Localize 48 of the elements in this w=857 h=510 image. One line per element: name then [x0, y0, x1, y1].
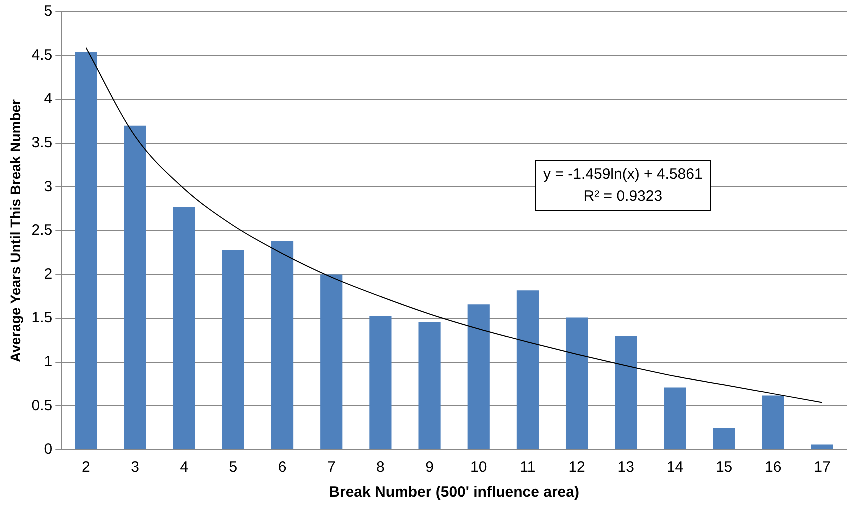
- x-tick-label: 12: [568, 459, 586, 476]
- line-series: [86, 47, 823, 404]
- bar: [173, 207, 196, 450]
- y-tick-label: 4: [44, 90, 53, 108]
- x-tick-label: 8: [376, 459, 385, 476]
- bar: [566, 318, 588, 450]
- y-tick-label: 2: [44, 266, 53, 283]
- bar: [271, 242, 294, 450]
- bar: [516, 290, 539, 450]
- y-tick-label: 1: [44, 354, 53, 371]
- bar: [762, 396, 784, 450]
- annotation: y = -1.459ln(x) + 4.5861: [544, 166, 703, 184]
- bar: [222, 250, 244, 450]
- bar: [370, 316, 392, 450]
- x-tick-label: 10: [470, 459, 488, 476]
- bar: [664, 388, 686, 450]
- bar: [811, 444, 834, 450]
- x-tick-label: 4: [180, 459, 189, 476]
- x-tick-label: 3: [131, 459, 140, 476]
- x-tick-label: 14: [666, 459, 684, 476]
- x-axis-title: Break Number (500' influence area): [329, 484, 580, 502]
- bar: [468, 304, 490, 450]
- y-tick-label: 4.5: [32, 46, 53, 64]
- x-tick-label: 17: [814, 459, 831, 476]
- x-tick-label: 7: [327, 459, 336, 476]
- bar: [75, 52, 98, 450]
- x-tick-label: 2: [82, 459, 90, 476]
- y-tick-label: 5: [44, 3, 53, 20]
- x-tick-label: 9: [426, 459, 434, 476]
- x-tick-label: 13: [618, 459, 634, 476]
- bar: [320, 274, 343, 450]
- y-tick-label: 0: [44, 441, 53, 458]
- y-tick-label: 3: [44, 178, 53, 196]
- y-tick-label: 0.5: [32, 397, 53, 414]
- x-tick-label: 6: [278, 459, 287, 476]
- x-tick-label: 5: [229, 459, 238, 476]
- bar: [124, 126, 146, 450]
- x-tick-label: 11: [520, 459, 536, 476]
- y-tick-label: 2.5: [32, 222, 53, 240]
- bar: [418, 322, 441, 450]
- bar: [713, 428, 736, 450]
- y-tick-label: 1.5: [32, 310, 53, 327]
- y-axis-title: Average Years Until This Break Number: [7, 98, 24, 362]
- annotation: R² = 0.9323: [584, 188, 663, 206]
- bar: [615, 336, 638, 450]
- y-tick-label: 3.5: [32, 134, 53, 152]
- x-tick-label: 16: [765, 459, 782, 476]
- x-tick-label: 15: [716, 459, 733, 476]
